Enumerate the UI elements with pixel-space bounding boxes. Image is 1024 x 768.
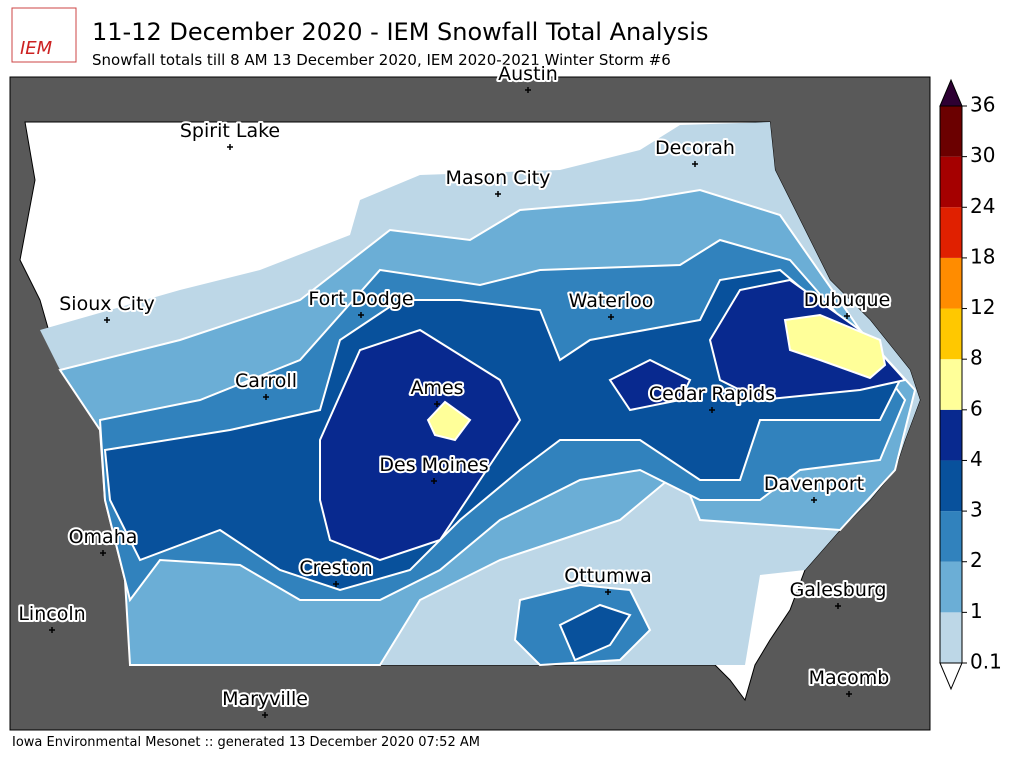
city-label: Dubuque [804, 289, 891, 311]
contour-4 [319, 278, 907, 562]
city-label: Carroll [235, 370, 297, 392]
tick-label: 12 [970, 295, 995, 319]
city-marker [100, 550, 106, 556]
city-label: Waterloo [569, 290, 654, 312]
city-label: Creston [299, 557, 372, 579]
city-label: Spirit Lake [180, 120, 280, 142]
city-label: Lincoln [18, 603, 85, 625]
tick-label: 4 [970, 447, 983, 471]
city-marker [692, 161, 698, 167]
city-marker [709, 407, 715, 413]
city-marker [431, 478, 437, 484]
city-label: Ames [410, 377, 463, 399]
tick-label: 30 [970, 143, 995, 167]
logo-frame [11, 7, 77, 63]
logo-text: IEM [20, 38, 53, 59]
color-swatch [940, 612, 962, 663]
city-label: Austin [498, 63, 558, 85]
footer: Iowa Environmental Mesonet :: generated … [12, 735, 480, 750]
city-marker [846, 691, 852, 697]
city-label: Davenport [764, 473, 864, 495]
colorbar-frame [939, 105, 963, 664]
color-swatch [940, 359, 962, 410]
contour-6 [426, 313, 887, 442]
tick-label: 18 [970, 244, 995, 268]
color-swatch [940, 207, 962, 258]
city-marker [434, 401, 440, 407]
city-marker [227, 144, 233, 150]
city-marker [104, 317, 110, 323]
city-label: Des Moines [379, 454, 488, 476]
city-label: Sioux City [59, 293, 155, 315]
map-body [19, 121, 921, 702]
under-triangle [939, 662, 963, 691]
city-label: Ottumwa [564, 565, 652, 587]
city-label: Mason City [446, 167, 551, 189]
city-label: Omaha [69, 526, 138, 548]
city-marker [358, 312, 364, 318]
city-marker [262, 712, 268, 718]
logo: IEM [11, 7, 77, 63]
city-label: Cedar Rapids [649, 383, 775, 405]
city-marker [333, 581, 339, 587]
tick-label: 3 [970, 498, 983, 522]
tick-label: 36 [970, 93, 995, 117]
city-label: Maryville [222, 688, 308, 710]
subtitle: Snowfall totals till 8 AM 13 December 20… [92, 51, 671, 69]
color-swatch [940, 511, 962, 562]
color-swatch [940, 460, 962, 512]
tick-label: 8 [970, 346, 983, 370]
contour-south-inner [558, 603, 632, 662]
city-label: Fort Dodge [308, 288, 413, 310]
city-marker [608, 314, 614, 320]
color-swatch [940, 106, 962, 157]
city-marker [495, 191, 501, 197]
tick-label: 0.1 [970, 650, 1002, 674]
color-swatch [940, 409, 962, 461]
city-label: Decorah [655, 137, 735, 159]
city-marker [605, 589, 611, 595]
city-marker [835, 603, 841, 609]
city-marker [263, 394, 269, 400]
city-marker [525, 87, 531, 93]
color-swatch [940, 561, 962, 613]
color-swatch [940, 156, 962, 208]
color-swatch [940, 308, 962, 360]
city-label: Macomb [809, 667, 890, 689]
tick-label: 6 [970, 396, 983, 420]
city-marker [49, 627, 55, 633]
over-triangle [939, 78, 963, 107]
city-marker [844, 313, 850, 319]
title: 11-12 December 2020 - IEM Snowfall Total… [92, 18, 708, 46]
city-marker [811, 497, 817, 503]
city-labels: Austin Spirit Lake Decorah Mason City Sioux … [16, 61, 892, 718]
tick-label: 2 [970, 548, 983, 572]
tick-label: 24 [970, 194, 995, 218]
color-swatch [940, 257, 962, 309]
city-label: Galesburg [790, 579, 887, 601]
tick-label: 1 [970, 599, 983, 623]
